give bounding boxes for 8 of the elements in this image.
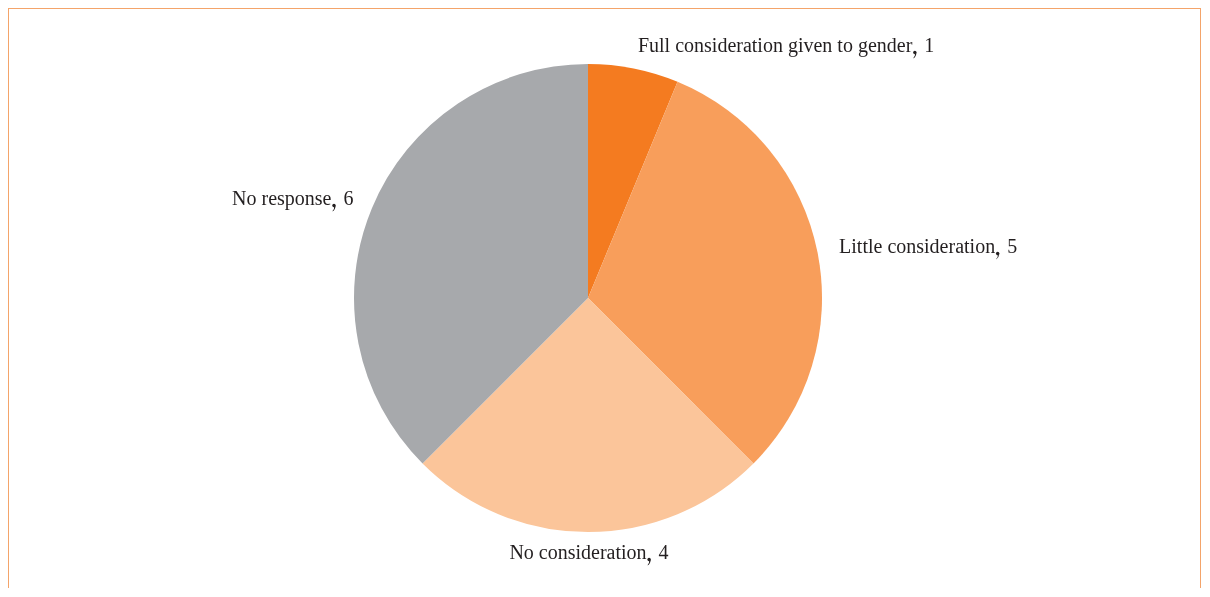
data-label: 1 xyxy=(924,34,935,57)
slice-label: Full consideration given to gender xyxy=(637,34,913,58)
data-label: 5 xyxy=(1007,235,1018,258)
slice-label: No response xyxy=(232,187,332,211)
slice-label: Little consideration xyxy=(839,235,996,258)
data-label: 4 xyxy=(658,541,669,564)
data-label: 6 xyxy=(343,187,354,210)
slice-label: No consideration xyxy=(509,541,647,564)
